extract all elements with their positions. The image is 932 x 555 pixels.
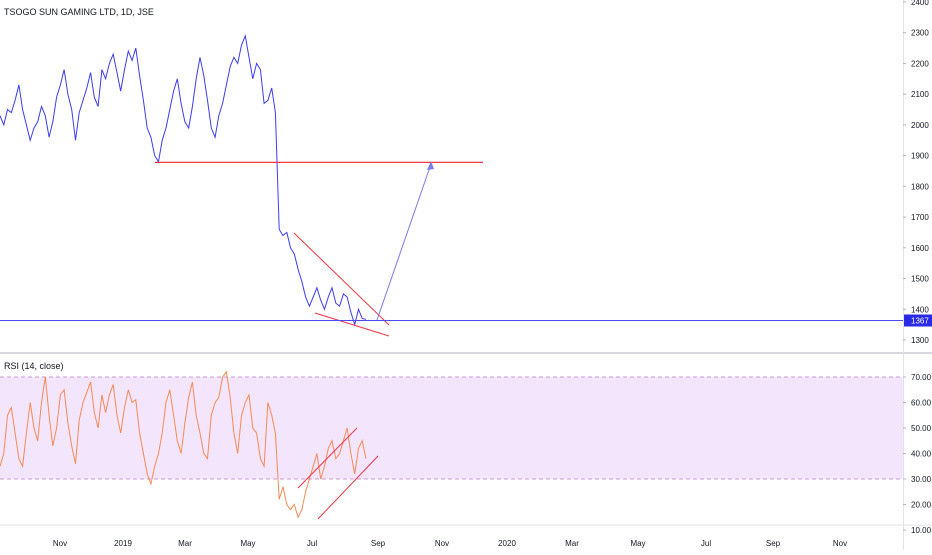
price-axis-tick-label: 1800 [911,182,929,191]
time-axis-tick-label: Sep [766,539,781,548]
rsi-series-line [0,370,367,519]
rsi-chart-title: RSI (14, close) [4,361,64,371]
price-axis-tick-label: 1400 [911,305,929,314]
rsi-axis-tick-label: 30.00 [911,475,932,484]
rsi-channel-upper-line [297,427,358,489]
price-axis-tick-label: 1300 [911,336,929,345]
price-axis-tick-label: 1600 [911,244,929,253]
time-axis-tick-label: Mar [565,539,579,548]
price-axis-tick-label: 2300 [911,29,929,38]
time-axis-tick-label: May [630,539,645,548]
current-price-label: 1367 [911,317,929,326]
rsi-axis-tick-label: 60.00 [911,399,932,408]
projection-arrow-head [427,161,434,170]
projection-arrow-line [376,163,432,321]
time-axis-tick-label: 2020 [498,539,516,548]
price-axis-tick-label: 2200 [911,59,929,68]
price-axis-tick-label: 1500 [911,275,929,284]
time-axis-tick-label: Nov [833,539,847,548]
time-axis-tick-label: Mar [178,539,192,548]
time-axis-tick-label: Sep [371,539,386,548]
rsi-channel-lower-line [317,455,379,520]
rsi-band-fill [0,377,903,479]
price-chart-title: TSOGO SUN GAMING LTD, 1D, JSE [4,7,154,17]
price-series-line [0,34,367,327]
price-axis-tick-label: 2000 [911,121,929,130]
rsi-axis-tick-label: 20.00 [911,501,932,510]
time-axis-tick-label: Nov [435,539,449,548]
time-axis-tick-label: Jul [701,539,711,548]
price-axis-tick-label: 1900 [911,152,929,161]
price-axis-tick-label: 2400 [911,0,929,7]
price-axis-tick-label: 2100 [911,90,929,99]
time-axis-tick-label: Jul [307,539,317,548]
price-axis-tick-label: 1700 [911,213,929,222]
rsi-axis-tick-label: 10.00 [911,526,932,535]
rsi-axis-tick-label: 70.00 [911,373,932,382]
time-axis-tick-label: May [240,539,255,548]
time-axis-tick-label: Nov [53,539,67,548]
rsi-axis-tick-label: 40.00 [911,450,932,459]
rsi-axis-tick-label: 50.00 [911,424,932,433]
time-axis-tick-label: 2019 [114,539,132,548]
wedge-lower-line [314,312,390,337]
wedge-upper-line [293,232,390,326]
current-price-badge [904,314,932,327]
